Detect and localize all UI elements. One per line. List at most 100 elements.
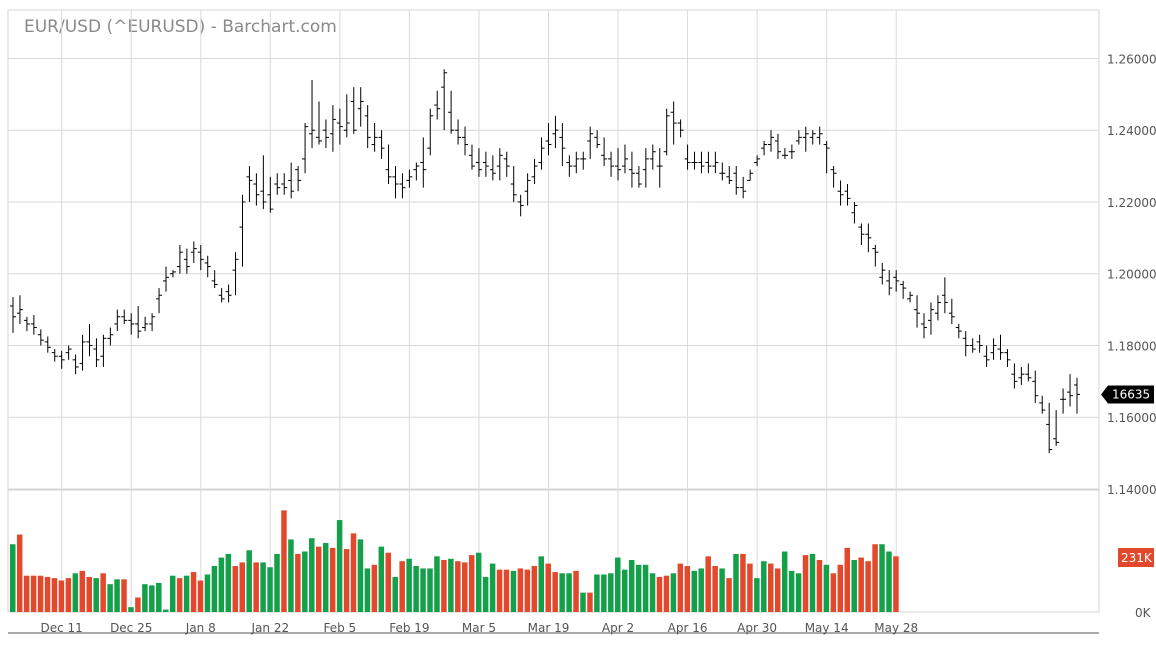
volume-bar (65, 578, 72, 612)
ohlc-bar (761, 140, 768, 156)
volume-bar (267, 567, 273, 612)
volume-bar (107, 584, 113, 612)
ohlc-bar (747, 169, 754, 181)
x-tick-label: Dec 11 (41, 621, 83, 635)
ohlc-bar (197, 245, 204, 271)
y-tick-label: 1.22000 (1107, 196, 1156, 210)
ohlc-bar (239, 194, 246, 267)
volume-marker: 231K 0K (1118, 548, 1154, 620)
ohlc-bar (489, 155, 496, 181)
ohlc-bar (378, 130, 385, 159)
volume-bar (628, 559, 635, 612)
volume-bar (274, 553, 280, 612)
volume-bar (58, 580, 65, 612)
ohlc-bar (719, 162, 726, 181)
volume-bar (336, 520, 343, 612)
ohlc-bar (309, 79, 316, 149)
ohlc-bar (914, 295, 921, 328)
volume-bar (684, 566, 691, 612)
volume-bar (114, 579, 120, 612)
volume-bar (30, 575, 37, 612)
ohlc-bar (232, 252, 239, 296)
volume-bar (559, 573, 565, 612)
ohlc-bar (1004, 349, 1011, 368)
volume-bar (503, 569, 510, 612)
ohlc-bar (795, 130, 802, 145)
volume-bar (879, 544, 885, 612)
ohlc-bar (844, 184, 851, 206)
x-tick-label: Mar 5 (462, 621, 496, 635)
volume-bars (10, 510, 899, 612)
volume-bar (580, 592, 586, 612)
ohlc-bar (573, 151, 580, 174)
volume-bar (302, 551, 308, 612)
volume-bar (795, 573, 802, 612)
ohlc-bar (642, 148, 649, 188)
ohlc-bar (357, 87, 364, 127)
ohlc-bar (886, 270, 893, 296)
ohlc-bar (594, 130, 601, 149)
volume-bar (218, 557, 225, 612)
volume-bar (517, 568, 524, 612)
ohlc-bar (399, 173, 406, 199)
ohlc-bar (615, 148, 622, 181)
ohlc-bar (246, 166, 253, 202)
ohlc-bar (51, 349, 58, 362)
ohlc-bar (343, 94, 350, 138)
ohlc-bar (531, 158, 538, 185)
plot-frame (7, 9, 1100, 613)
volume-bar (23, 575, 30, 612)
volume-bar (865, 561, 871, 612)
y-tick-label: 1.24000 (1107, 124, 1156, 138)
ohlc-bar (44, 336, 51, 353)
x-tick-label: Dec 25 (110, 621, 152, 635)
volume-bar (128, 607, 134, 612)
ohlc-bar (183, 248, 190, 274)
y-tick-label: 1.14000 (1107, 483, 1156, 497)
ohlc-bar (225, 284, 232, 303)
ohlc-bar (406, 169, 413, 188)
volume-bar (538, 556, 545, 612)
ohlc-bar (754, 155, 761, 167)
ohlc-bar (538, 137, 545, 170)
ohlc-bar (823, 140, 830, 174)
ohlc-bar (788, 144, 795, 159)
volume-bar (448, 558, 454, 612)
ohlc-bar (802, 126, 809, 152)
volume-bar (100, 573, 106, 612)
ohlc-bar (114, 309, 121, 332)
x-tick-label: Apr 30 (737, 621, 777, 635)
ohlc-bar (1060, 388, 1067, 414)
volume-bar (587, 592, 593, 612)
ohlc-bar (162, 266, 169, 292)
volume-bar (142, 584, 148, 612)
volume-bar (726, 578, 732, 612)
volume-bar (225, 553, 232, 612)
volume-bar (475, 552, 482, 612)
ohlc-bar (371, 123, 378, 152)
ohlc-bar (190, 241, 197, 263)
ohlc-bar (274, 173, 281, 195)
ohlc-bar (253, 173, 260, 206)
volume-bar (392, 576, 398, 612)
volume-bar (462, 562, 468, 612)
volume-bar (281, 510, 287, 612)
ohlc-bar (621, 144, 628, 174)
volume-bar (781, 551, 788, 612)
volume-bar (183, 575, 190, 612)
ohlc-bar (726, 166, 733, 185)
volume-bar (601, 574, 607, 612)
y-tick-label: 1.16000 (1107, 411, 1156, 425)
ohlc-bar (997, 334, 1004, 360)
ohlc-bar (983, 345, 990, 368)
ohlc-bar (990, 338, 997, 360)
volume-bar (615, 557, 621, 612)
volume-bar (406, 558, 412, 612)
ohlc-bar (733, 166, 740, 195)
ohlc-bar (37, 329, 44, 346)
ohlc-bar (872, 245, 879, 267)
volume-bar (740, 553, 746, 612)
y-tick-label: 1.20000 (1107, 268, 1156, 282)
volume-zero-label: 0K (1135, 606, 1152, 620)
